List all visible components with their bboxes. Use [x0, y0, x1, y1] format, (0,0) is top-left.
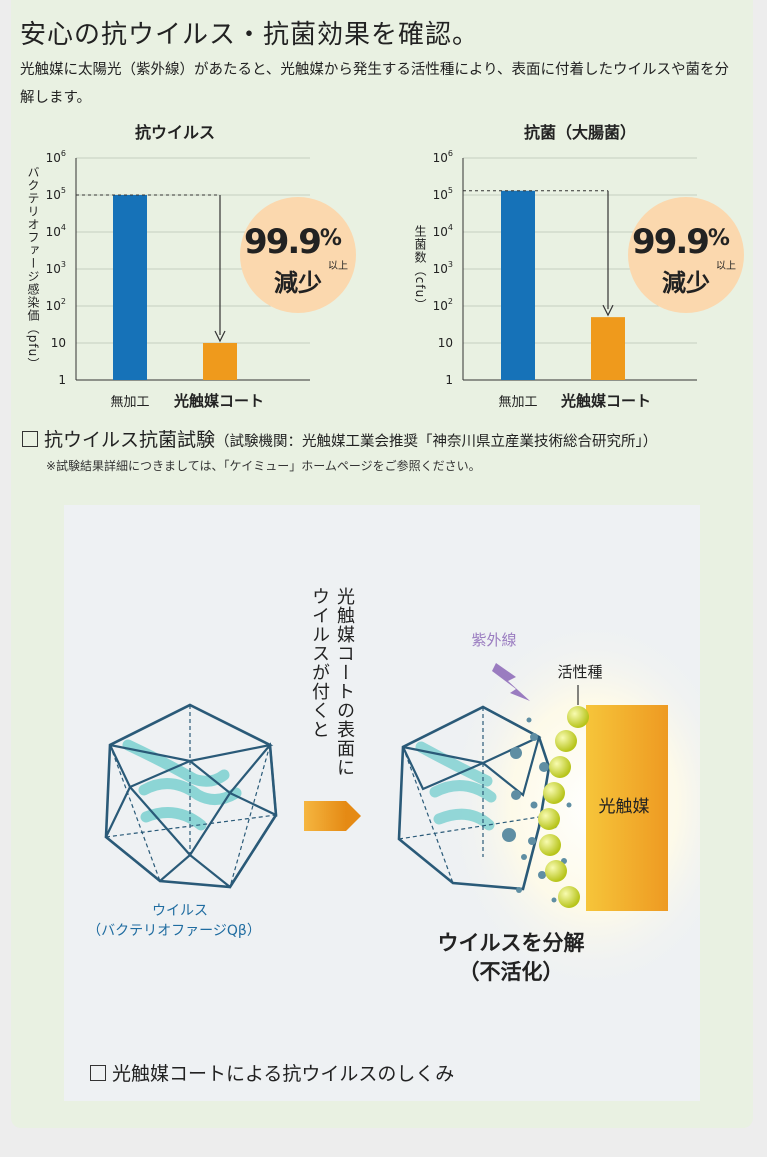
uv-bolt-icon — [492, 663, 530, 701]
page-title: 安心の抗ウイルス・抗菌効果を確認。 — [20, 20, 480, 50]
y-axis-label: 生菌数（cfu） — [413, 224, 427, 311]
y-axis-label: バクテリオファージ感染価（pfu） — [26, 166, 40, 370]
checkbox-icon — [90, 1065, 106, 1081]
virus-label-1: ウイルス — [152, 903, 208, 919]
chart-1: 抗ウイルス106105104103102101バクテリオファージ感染価（pfu）… — [26, 123, 356, 410]
y-tick-label: 104 — [46, 223, 66, 239]
badge-suffix: 以上 — [716, 260, 736, 272]
y-tick-label: 103 — [46, 260, 66, 276]
vertical-caption-2: ウイルスが付くと — [309, 587, 330, 739]
y-tick-label: 104 — [433, 223, 453, 239]
vertical-caption-1: 光触媒コートの表面に — [334, 587, 355, 777]
badge-label: 減少 — [662, 269, 710, 297]
checkbox-icon — [22, 431, 38, 447]
chart-title: 抗ウイルス — [135, 123, 215, 142]
reduction-badge — [628, 197, 744, 313]
virus-fragments — [502, 717, 572, 903]
charts-area: 抗ウイルス106105104103102101バクテリオファージ感染価（pfu）… — [26, 123, 744, 410]
badge-percent: 99.9% — [632, 222, 730, 262]
bar — [113, 195, 147, 380]
arrow-head — [602, 304, 614, 317]
mechanism-diagram: ウイルス （バクテリオファージQβ） 光触媒 — [64, 505, 700, 1101]
test-title: 抗ウイルス抗菌試験 — [44, 429, 216, 451]
test-detail: （試験機関：光触媒工業会推奨「神奈川県立産業技術総合研究所」） — [215, 434, 658, 450]
y-tick-label: 105 — [46, 186, 66, 202]
decomposing-virus-icon — [397, 705, 551, 891]
bar — [203, 343, 237, 380]
catalyst-label: 光触媒 — [599, 797, 650, 817]
reduction-badge — [240, 197, 356, 313]
virus-icon — [104, 703, 278, 889]
badge-percent: 99.9% — [244, 222, 342, 262]
x-category-label: 光触媒コート — [173, 392, 264, 410]
y-tick-label: 10 — [438, 336, 453, 350]
active-species-balls — [538, 706, 589, 908]
y-tick-label: 10 — [51, 336, 66, 350]
y-tick-label: 103 — [433, 260, 453, 276]
mechanism-caption: 光触媒コートによる抗ウイルスのしくみ — [90, 1059, 454, 1086]
y-tick-label: 106 — [433, 149, 453, 165]
y-tick-label: 102 — [433, 297, 453, 313]
y-tick-label: 106 — [46, 149, 66, 165]
result-label-2: （不活化） — [459, 960, 564, 984]
process-arrow-icon — [304, 801, 361, 831]
result-label-1: ウイルスを分解 — [438, 931, 585, 955]
arrow-head — [214, 330, 226, 343]
y-tick-label: 102 — [46, 297, 66, 313]
bar — [591, 317, 625, 380]
badge-label: 減少 — [274, 269, 322, 297]
virus-label-2: （バクテリオファージQβ） — [87, 923, 261, 939]
chart-title: 抗菌（大腸菌） — [524, 123, 636, 142]
badge-suffix: 以上 — [328, 260, 348, 272]
y-tick-label: 1 — [445, 373, 453, 387]
y-tick-label: 105 — [433, 186, 453, 202]
uv-label: 紫外線 — [471, 631, 516, 649]
x-category-label: 光触媒コート — [560, 392, 651, 410]
y-tick-label: 1 — [58, 373, 66, 387]
intro-text: 光触媒に太陽光（紫外線）があたると、光触媒から発生する活性種により、表面に付着し… — [20, 62, 730, 106]
photocatalyst-block — [586, 705, 668, 911]
test-note: ※試験結果詳細につきましては、「ケイミュー」ホームページをご参照ください。 — [46, 459, 481, 473]
x-category-label: 無加工 — [110, 395, 149, 410]
active-species-label: 活性種 — [557, 663, 602, 681]
x-category-label: 無加工 — [498, 395, 537, 410]
bar — [501, 190, 535, 380]
test-heading: 抗ウイルス抗菌試験（試験機関：光触媒工業会推奨「神奈川県立産業技術総合研究所」） — [22, 425, 657, 452]
mechanism-caption-text: 光触媒コートによる抗ウイルスのしくみ — [112, 1063, 455, 1085]
